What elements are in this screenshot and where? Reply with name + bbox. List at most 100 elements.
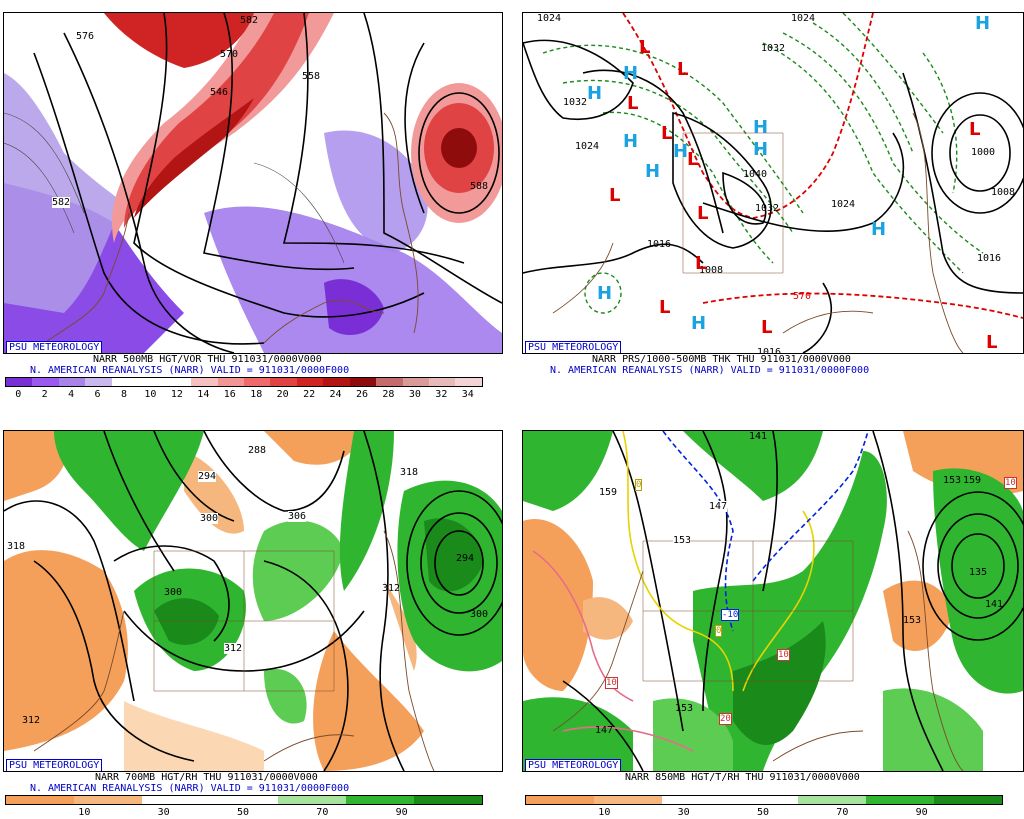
map-500mb: 576 582 546 558 570 582 588 PSU METEOROL…	[3, 12, 503, 354]
rh-moist-mid	[252, 520, 344, 621]
low-pressure-marker: L	[609, 185, 621, 206]
contour-label: 318	[400, 467, 419, 478]
contour-label: 318	[7, 541, 26, 552]
rh-moist-northcentral	[683, 431, 823, 501]
contour-label: 582	[240, 15, 259, 26]
map-pressure: 1024 1024 1032 1032 1024 1040 1032 1024 …	[522, 12, 1024, 354]
colorbar-swatch	[6, 378, 33, 386]
contour-label: 588	[470, 181, 489, 192]
panel-pressure-thickness: 1024 1024 1032 1032 1024 1040 1032 1024 …	[520, 0, 1024, 405]
vort-light-west	[4, 73, 124, 313]
high-pressure-marker: H	[623, 63, 639, 84]
panel-500mb-vorticity: 576 582 546 558 570 582 588 PSU METEOROL…	[0, 0, 503, 405]
colorbar-swatch	[217, 378, 244, 386]
colorbar-tick-label: 22	[303, 389, 316, 400]
vort-south-blob	[324, 279, 384, 336]
rh-dry-central	[583, 597, 633, 640]
colorbar-tick-label: 2	[41, 389, 48, 400]
contour-label: 159	[599, 487, 618, 498]
contour-label: 1024	[575, 141, 600, 152]
colorbar-swatch	[6, 796, 74, 804]
colorbar-tick-label: 0	[15, 389, 22, 400]
high-pressure-marker: H	[691, 313, 707, 334]
vorticity-colorbar	[5, 377, 483, 387]
colorbar-swatch	[349, 378, 377, 386]
contour-label: 1000	[971, 147, 996, 158]
psu-badge: PSU METEOROLOGY	[525, 341, 622, 353]
colorbar-tick-label: 16	[223, 389, 236, 400]
panel-subtitle: N. AMERICAN REANALYSIS (NARR) VALID = 91…	[30, 365, 350, 376]
colorbar-tick-label: 34	[461, 389, 474, 400]
colorbar-tick-label: 28	[382, 389, 395, 400]
temperature-label: 10	[777, 649, 790, 661]
rh-moist-southeast	[883, 688, 983, 771]
colorbar-tick-label: 8	[120, 389, 128, 400]
panel-title: NARR 700MB HGT/RH THU 911031/0000V000	[95, 772, 318, 783]
contour-label: 294	[198, 471, 217, 482]
height-contours	[33, 13, 502, 353]
contour-label: 1016	[647, 239, 672, 250]
low-pressure-marker: L	[695, 253, 707, 274]
contour-label: 1008	[991, 187, 1016, 198]
high-pressure-marker: H	[623, 131, 639, 152]
coastlines	[43, 112, 419, 344]
low-pressure-marker: L	[677, 59, 689, 80]
rh-moist-southwest	[523, 697, 633, 771]
vort-light-east	[204, 206, 502, 353]
rh-field-850	[523, 431, 1023, 771]
rh-dry-east	[384, 581, 417, 671]
contour-label: 1032	[755, 203, 780, 214]
contour-label: 570	[220, 49, 239, 60]
colorbar-swatch	[594, 796, 662, 804]
temperature-label: 20	[719, 713, 732, 725]
coastlines	[552, 112, 964, 353]
temperature-label: 0	[715, 625, 723, 637]
contour-label: 576	[76, 31, 95, 42]
high-pressure-marker: H	[975, 13, 991, 34]
rh-dry-west	[523, 519, 593, 691]
vorticity-field	[4, 13, 502, 353]
contour-label: 1032	[761, 43, 786, 54]
rh-moist-cyclone-core	[424, 518, 484, 592]
temperature-label: 10	[1004, 477, 1017, 489]
high-pressure-marker: H	[753, 117, 769, 138]
contour-label: 141	[985, 599, 1004, 610]
contour-label: 1016	[977, 253, 1002, 264]
contour-label: 558	[302, 71, 321, 82]
colorbar-tick-label: 4	[68, 389, 75, 400]
colorbar-swatch	[866, 796, 934, 804]
rh-dry-west	[4, 550, 128, 751]
colorbar-swatch	[402, 378, 429, 386]
contour-label: 153	[903, 615, 922, 626]
coastlines	[552, 530, 964, 771]
colorbar-tick-label: 70	[316, 807, 329, 818]
contour-label: 1032	[563, 97, 588, 108]
temperature-label: 10	[605, 677, 618, 689]
colorbar-swatch	[164, 378, 192, 386]
contour-label: 135	[969, 567, 988, 578]
colorbar-swatch	[730, 796, 798, 804]
contour-label: 159	[963, 475, 982, 486]
colorbar-tick-label: 30	[157, 807, 170, 818]
colorbar-swatch	[74, 796, 142, 804]
high-pressure-marker: H	[753, 139, 769, 160]
height-contours	[4, 431, 502, 771]
psu-badge: PSU METEOROLOGY	[525, 759, 622, 771]
colorbar-swatch	[526, 796, 594, 804]
colorbar-swatch	[270, 378, 297, 386]
rh-field-700	[4, 431, 502, 771]
low-pressure-marker: L	[969, 119, 981, 140]
vort-east-blob	[324, 130, 428, 253]
vort-trough-core	[134, 98, 254, 218]
contour-label: 288	[248, 445, 267, 456]
colorbar-swatch	[429, 378, 456, 386]
contour-label: 153	[675, 703, 694, 714]
rh-dry-northeast	[264, 431, 364, 465]
high-pressure-marker: H	[673, 141, 689, 162]
panel-title: NARR 500MB HGT/VOR THU 911031/0000V000	[93, 354, 322, 365]
colorbar-tick-label: 70	[836, 807, 849, 818]
contour-label: 147	[709, 501, 728, 512]
vort-north-red	[104, 13, 254, 68]
map-850mb: 141 159 153 147 135 141 153 153 147 153 …	[522, 430, 1024, 772]
colorbar-swatch	[934, 796, 1002, 804]
